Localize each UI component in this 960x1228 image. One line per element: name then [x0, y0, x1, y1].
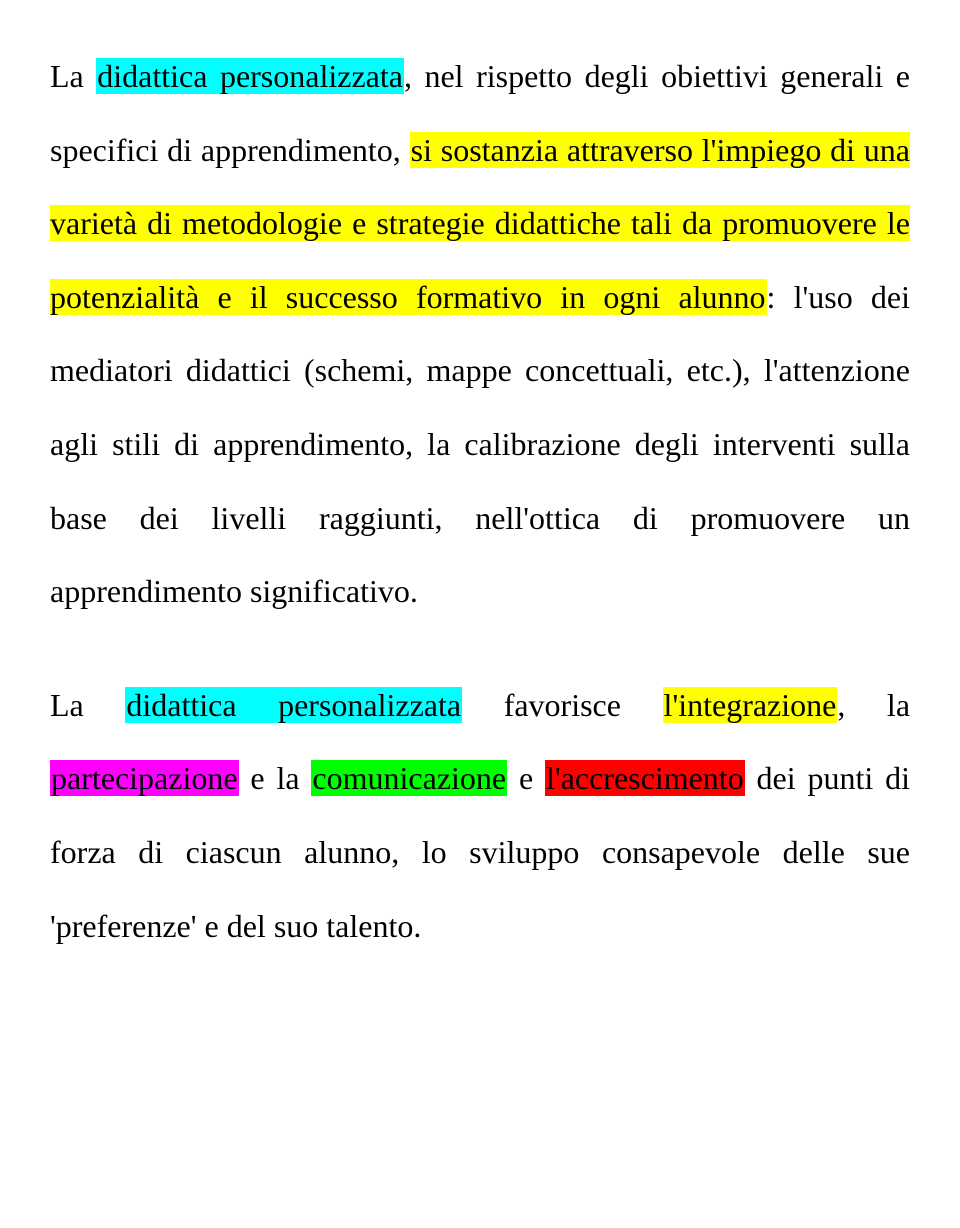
- highlight-magenta: partecipazione: [50, 760, 239, 796]
- text-plain: , la: [837, 687, 910, 723]
- text-plain: La: [50, 58, 96, 94]
- text-plain: La: [50, 687, 125, 723]
- highlight-cyan: didattica personalizzata: [125, 687, 462, 723]
- paragraph-2: La didattica personalizzata favorisce l'…: [50, 669, 910, 963]
- highlight-green: comunicazione: [311, 760, 507, 796]
- text-plain: e la: [239, 760, 312, 796]
- highlight-yellow: l'integrazione: [663, 687, 838, 723]
- text-plain: favorisce: [462, 687, 662, 723]
- paragraph-1: La didattica personalizzata, nel rispett…: [50, 40, 910, 629]
- highlight-red: l'accrescimento: [545, 760, 745, 796]
- text-plain: : l'uso dei mediatori didattici (schemi,…: [50, 279, 910, 609]
- text-plain: e: [507, 760, 545, 796]
- highlight-cyan: didattica personalizzata: [96, 58, 404, 94]
